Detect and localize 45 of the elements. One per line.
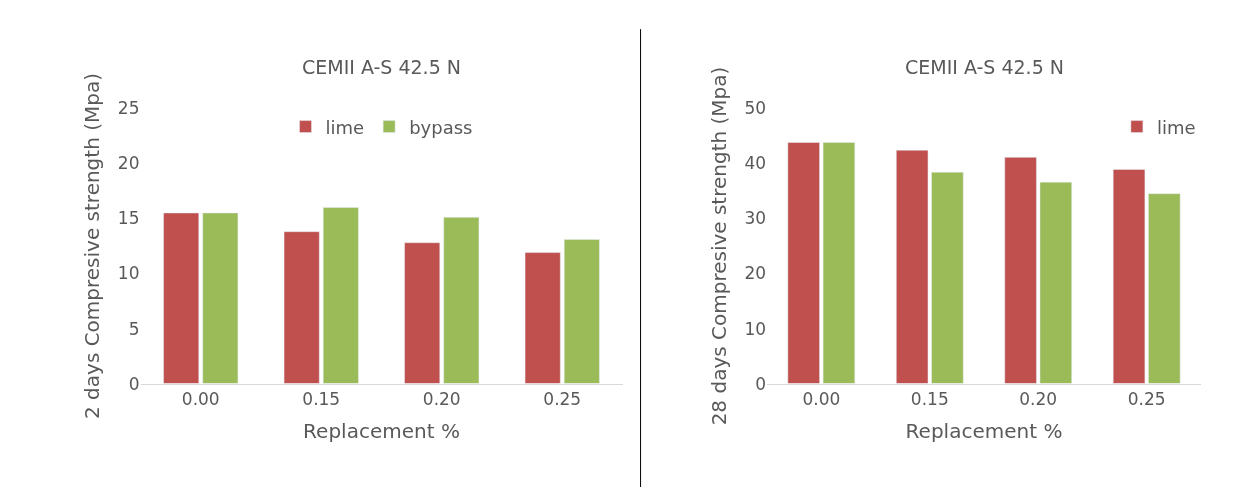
x-tick-label: 0.00 bbox=[181, 389, 220, 409]
bar bbox=[563, 239, 600, 384]
bar bbox=[896, 149, 929, 384]
bar bbox=[163, 212, 200, 384]
legend-label: lime bbox=[1156, 116, 1196, 138]
x-tick-label: 0.20 bbox=[422, 389, 461, 409]
bar bbox=[1148, 193, 1181, 384]
bar bbox=[322, 207, 359, 384]
legend-label: lime bbox=[325, 116, 365, 138]
bar bbox=[1112, 169, 1146, 384]
chart-title: CEMII A-S 42.5 N bbox=[905, 56, 1065, 78]
legend-label: bypass bbox=[409, 116, 473, 138]
bar bbox=[202, 212, 239, 384]
y-tick-label: 5 bbox=[128, 318, 140, 339]
bar bbox=[524, 252, 561, 384]
bar bbox=[787, 142, 820, 384]
x-tick-label: 0.20 bbox=[1019, 389, 1058, 409]
x-axis-title: Replacement % bbox=[905, 418, 1063, 443]
y-tick-label: 10 bbox=[744, 318, 767, 339]
y-tick-label: 40 bbox=[744, 153, 767, 174]
x-tick-label: 0.15 bbox=[910, 389, 949, 409]
y-tick-label: 15 bbox=[117, 208, 140, 229]
x-tick-label: 0.25 bbox=[543, 389, 582, 409]
chart-title: CEMII A-S 42.5 N bbox=[302, 56, 462, 78]
y-tick-label: 30 bbox=[744, 208, 767, 229]
bar bbox=[931, 171, 964, 384]
y-tick-label: 50 bbox=[744, 98, 767, 119]
bar bbox=[1004, 157, 1037, 384]
y-axis-title: 28 days Compresive strength (Mpa) bbox=[706, 66, 731, 426]
y-tick-label: 25 bbox=[117, 98, 140, 119]
bar bbox=[283, 231, 320, 384]
bar bbox=[404, 242, 441, 384]
x-axis-title: Replacement % bbox=[303, 418, 460, 443]
bar bbox=[1039, 181, 1072, 384]
x-tick-label: 0.25 bbox=[1127, 389, 1166, 409]
y-axis-title: 2 days Compresive strength (Mpa) bbox=[80, 72, 105, 419]
y-tick-label: 20 bbox=[117, 153, 140, 174]
bar bbox=[443, 217, 480, 384]
y-tick-label: 10 bbox=[117, 263, 140, 284]
bar bbox=[822, 142, 856, 384]
y-tick-label: 20 bbox=[744, 263, 767, 284]
x-tick-label: 0.00 bbox=[802, 389, 841, 409]
y-tick-label: 0 bbox=[128, 373, 140, 394]
y-tick-label: 0 bbox=[755, 373, 767, 394]
x-tick-label: 0.15 bbox=[302, 389, 341, 409]
